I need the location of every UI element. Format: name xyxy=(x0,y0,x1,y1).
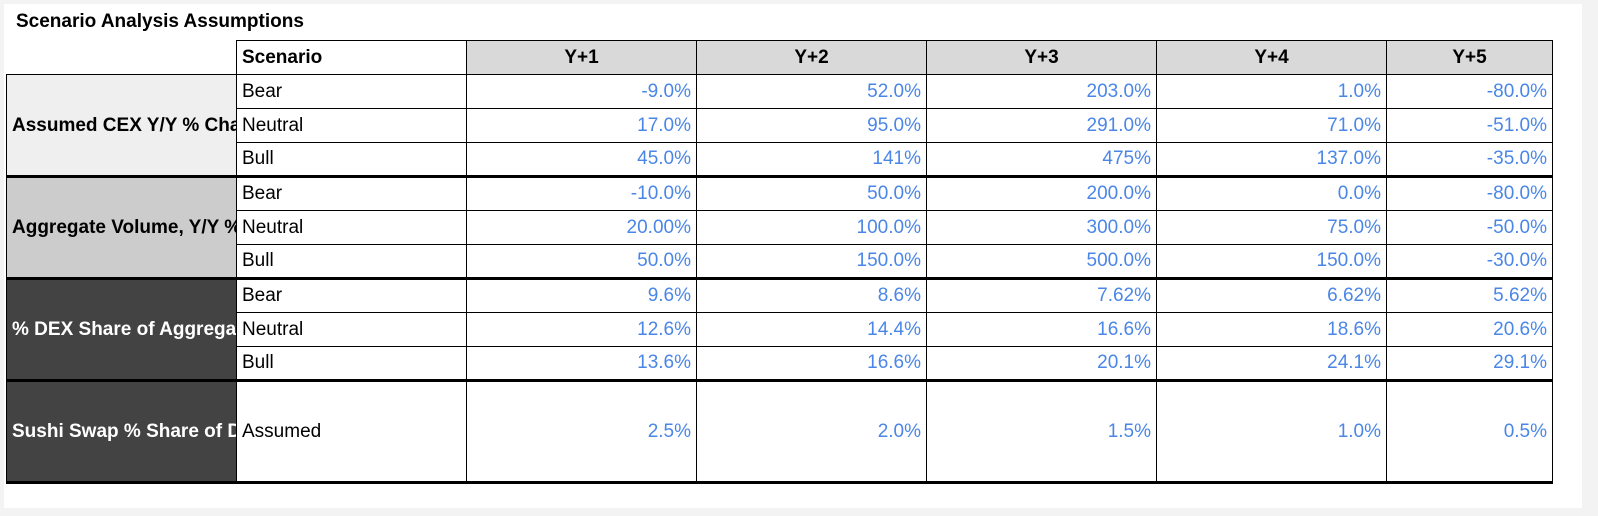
scenario-cell[interactable]: Bear xyxy=(236,74,467,109)
value-cell[interactable]: 200.0% xyxy=(926,175,1157,211)
group-label-dex-share[interactable]: % DEX Share of Aggregated Volume xyxy=(6,277,237,381)
value-cell[interactable]: 24.1% xyxy=(1156,346,1387,381)
scenario-header[interactable]: Scenario xyxy=(236,40,467,75)
scenario-cell[interactable]: Bear xyxy=(236,175,467,211)
value-cell[interactable]: 16.6% xyxy=(926,312,1157,347)
value-cell[interactable]: 475% xyxy=(926,142,1157,177)
value-cell[interactable]: 137.0% xyxy=(1156,142,1387,177)
scenario-cell[interactable]: Neutral xyxy=(236,210,467,245)
value-cell[interactable]: 45.0% xyxy=(466,142,697,177)
value-cell[interactable]: 17.0% xyxy=(466,108,697,143)
value-cell[interactable]: 7.62% xyxy=(926,277,1157,313)
value-cell[interactable]: 0.5% xyxy=(1386,379,1553,484)
table-row: Bull 50.0% 150.0% 500.0% 150.0% -30.0% xyxy=(7,244,1553,279)
group-label-sushi-share[interactable]: Sushi Swap % Share of DEX Volume xyxy=(6,379,237,484)
value-cell[interactable]: 18.6% xyxy=(1156,312,1387,347)
table-row: Neutral 12.6% 14.4% 16.6% 18.6% 20.6% xyxy=(7,312,1553,347)
value-cell[interactable]: -35.0% xyxy=(1386,142,1553,177)
value-cell[interactable]: 16.6% xyxy=(696,346,927,381)
value-cell[interactable]: -50.0% xyxy=(1386,210,1553,245)
value-cell[interactable]: 203.0% xyxy=(926,74,1157,109)
value-cell[interactable]: 100.0% xyxy=(696,210,927,245)
table-row: Aggregate Volume, Y/Y % Change Bear -10.… xyxy=(6,175,1553,279)
value-cell[interactable]: 141% xyxy=(696,142,927,177)
value-cell[interactable]: 300.0% xyxy=(926,210,1157,245)
scenario-table: Scenario Y+1 Y+2 Y+3 Y+4 Y+5 Assumed CEX… xyxy=(6,40,1553,484)
table-row: % DEX Share of Aggregated Volume Bear 9.… xyxy=(6,277,1553,381)
table-row: Bull 45.0% 141% 475% 137.0% -35.0% xyxy=(7,142,1553,177)
value-cell[interactable]: 0.0% xyxy=(1156,175,1387,211)
value-cell[interactable]: 9.6% xyxy=(466,277,697,313)
scenario-cell[interactable]: Bull xyxy=(236,346,467,381)
table-row: Bull 13.6% 16.6% 20.1% 24.1% 29.1% xyxy=(7,346,1553,381)
table-row: Neutral 20.00% 100.0% 300.0% 75.0% -50.0… xyxy=(7,210,1553,245)
value-cell[interactable]: 75.0% xyxy=(1156,210,1387,245)
value-cell[interactable]: 52.0% xyxy=(696,74,927,109)
year-header-3[interactable]: Y+3 xyxy=(926,40,1157,75)
value-cell[interactable]: 50.0% xyxy=(696,175,927,211)
value-cell[interactable]: 71.0% xyxy=(1156,108,1387,143)
value-cell[interactable]: -51.0% xyxy=(1386,108,1553,143)
value-cell[interactable]: 2.5% xyxy=(466,379,697,484)
table-row: Sushi Swap % Share of DEX Volume Assumed… xyxy=(6,379,1553,484)
value-cell[interactable]: 5.62% xyxy=(1386,277,1553,313)
year-header-4[interactable]: Y+4 xyxy=(1156,40,1387,75)
value-cell[interactable]: 12.6% xyxy=(466,312,697,347)
value-cell[interactable]: -30.0% xyxy=(1386,244,1553,279)
year-header-5[interactable]: Y+5 xyxy=(1386,40,1553,75)
scenario-cell[interactable]: Bear xyxy=(236,277,467,313)
scenario-cell[interactable]: Bull xyxy=(236,244,467,279)
value-cell[interactable]: -9.0% xyxy=(466,74,697,109)
value-cell[interactable]: -10.0% xyxy=(466,175,697,211)
value-cell[interactable]: 1.0% xyxy=(1156,379,1387,484)
corner-cell xyxy=(6,40,237,75)
value-cell[interactable]: 50.0% xyxy=(466,244,697,279)
scenario-cell[interactable]: Bull xyxy=(236,142,467,177)
table-row: Assumed CEX Y/Y % Change Bear -9.0% 52.0… xyxy=(6,74,1553,177)
value-cell[interactable]: 150.0% xyxy=(1156,244,1387,279)
year-header-1[interactable]: Y+1 xyxy=(466,40,697,75)
value-cell[interactable]: -80.0% xyxy=(1386,175,1553,211)
group-label-aggregate-volume[interactable]: Aggregate Volume, Y/Y % Change xyxy=(6,175,237,279)
year-header-2[interactable]: Y+2 xyxy=(696,40,927,75)
value-cell[interactable]: 95.0% xyxy=(696,108,927,143)
value-cell[interactable]: 8.6% xyxy=(696,277,927,313)
group-label-cex-change[interactable]: Assumed CEX Y/Y % Change xyxy=(6,74,237,177)
value-cell[interactable]: 500.0% xyxy=(926,244,1157,279)
value-cell[interactable]: 291.0% xyxy=(926,108,1157,143)
value-cell[interactable]: 20.6% xyxy=(1386,312,1553,347)
value-cell[interactable]: 14.4% xyxy=(696,312,927,347)
value-cell[interactable]: 29.1% xyxy=(1386,346,1553,381)
scenario-cell[interactable]: Neutral xyxy=(236,312,467,347)
value-cell[interactable]: 1.5% xyxy=(926,379,1157,484)
value-cell[interactable]: 13.6% xyxy=(466,346,697,381)
sheet-area: Scenario Analysis Assumptions Scenario Y… xyxy=(4,4,1582,508)
value-cell[interactable]: 150.0% xyxy=(696,244,927,279)
value-cell[interactable]: 20.1% xyxy=(926,346,1157,381)
table-title: Scenario Analysis Assumptions xyxy=(16,11,304,32)
value-cell[interactable]: 2.0% xyxy=(696,379,927,484)
value-cell[interactable]: 6.62% xyxy=(1156,277,1387,313)
value-cell[interactable]: 1.0% xyxy=(1156,74,1387,109)
header-row: Scenario Y+1 Y+2 Y+3 Y+4 Y+5 xyxy=(6,40,1553,75)
value-cell[interactable]: -80.0% xyxy=(1386,74,1553,109)
scenario-cell[interactable]: Neutral xyxy=(236,108,467,143)
value-cell[interactable]: 20.00% xyxy=(466,210,697,245)
scenario-cell[interactable]: Assumed xyxy=(236,379,467,484)
table-row: Neutral 17.0% 95.0% 291.0% 71.0% -51.0% xyxy=(7,108,1553,143)
